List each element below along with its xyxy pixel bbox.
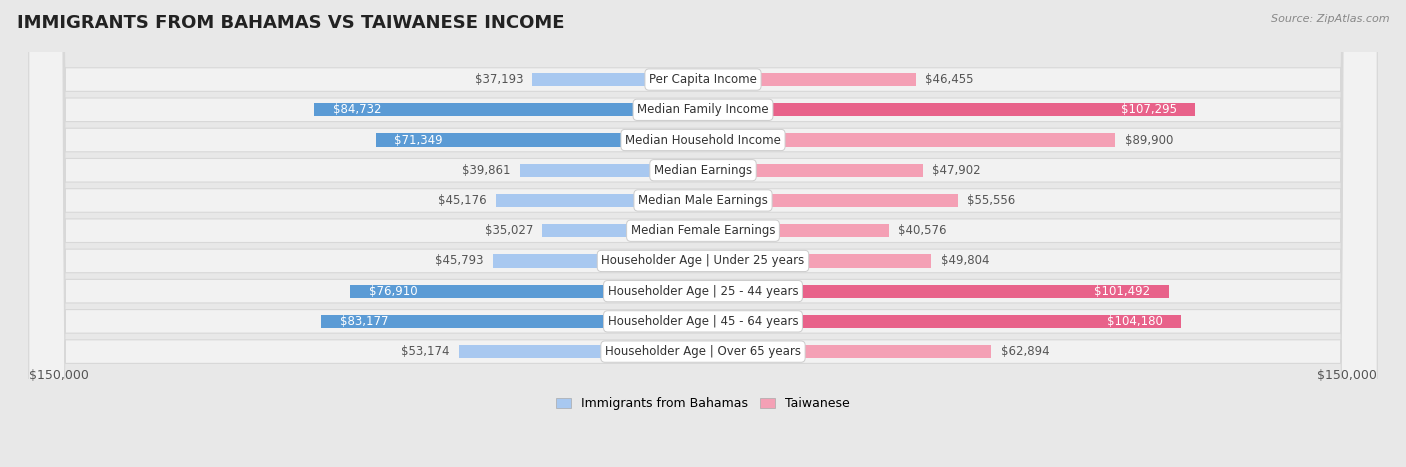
Text: Median Family Income: Median Family Income: [637, 103, 769, 116]
Text: Householder Age | 45 - 64 years: Householder Age | 45 - 64 years: [607, 315, 799, 328]
Text: $45,793: $45,793: [436, 255, 484, 268]
Text: Median Earnings: Median Earnings: [654, 164, 752, 177]
FancyBboxPatch shape: [350, 284, 703, 298]
Text: Householder Age | Over 65 years: Householder Age | Over 65 years: [605, 345, 801, 358]
Text: $39,861: $39,861: [463, 164, 510, 177]
FancyBboxPatch shape: [28, 0, 1378, 467]
FancyBboxPatch shape: [28, 0, 1378, 467]
FancyBboxPatch shape: [703, 224, 889, 237]
Text: $150,000: $150,000: [1317, 368, 1378, 382]
FancyBboxPatch shape: [28, 0, 1378, 467]
Text: Median Female Earnings: Median Female Earnings: [631, 224, 775, 237]
FancyBboxPatch shape: [28, 0, 1378, 467]
Text: $46,455: $46,455: [925, 73, 974, 86]
Text: $45,176: $45,176: [439, 194, 486, 207]
Text: $89,900: $89,900: [1125, 134, 1173, 147]
FancyBboxPatch shape: [703, 163, 922, 177]
FancyBboxPatch shape: [703, 284, 1168, 298]
Text: $150,000: $150,000: [28, 368, 89, 382]
FancyBboxPatch shape: [28, 0, 1378, 467]
Legend: Immigrants from Bahamas, Taiwanese: Immigrants from Bahamas, Taiwanese: [551, 392, 855, 415]
Text: $107,295: $107,295: [1121, 103, 1177, 116]
Text: $62,894: $62,894: [1001, 345, 1049, 358]
FancyBboxPatch shape: [28, 0, 1378, 467]
Text: Median Household Income: Median Household Income: [626, 134, 780, 147]
Text: $49,804: $49,804: [941, 255, 988, 268]
Text: Householder Age | Under 25 years: Householder Age | Under 25 years: [602, 255, 804, 268]
FancyBboxPatch shape: [460, 345, 703, 358]
Text: Median Male Earnings: Median Male Earnings: [638, 194, 768, 207]
FancyBboxPatch shape: [28, 0, 1378, 467]
Text: $37,193: $37,193: [475, 73, 523, 86]
Text: $104,180: $104,180: [1107, 315, 1163, 328]
Text: Source: ZipAtlas.com: Source: ZipAtlas.com: [1271, 14, 1389, 24]
Text: $53,174: $53,174: [402, 345, 450, 358]
FancyBboxPatch shape: [543, 224, 703, 237]
Text: $35,027: $35,027: [485, 224, 533, 237]
FancyBboxPatch shape: [703, 345, 991, 358]
Text: Per Capita Income: Per Capita Income: [650, 73, 756, 86]
FancyBboxPatch shape: [703, 315, 1181, 328]
FancyBboxPatch shape: [703, 73, 917, 86]
Text: $40,576: $40,576: [898, 224, 946, 237]
Text: $101,492: $101,492: [1094, 285, 1150, 297]
Text: Householder Age | 25 - 44 years: Householder Age | 25 - 44 years: [607, 285, 799, 297]
Text: $47,902: $47,902: [932, 164, 980, 177]
FancyBboxPatch shape: [375, 134, 703, 147]
FancyBboxPatch shape: [322, 315, 703, 328]
Text: $84,732: $84,732: [333, 103, 381, 116]
FancyBboxPatch shape: [703, 134, 1115, 147]
FancyBboxPatch shape: [520, 163, 703, 177]
Text: $76,910: $76,910: [368, 285, 418, 297]
Text: $71,349: $71,349: [394, 134, 443, 147]
Text: IMMIGRANTS FROM BAHAMAS VS TAIWANESE INCOME: IMMIGRANTS FROM BAHAMAS VS TAIWANESE INC…: [17, 14, 564, 32]
FancyBboxPatch shape: [496, 194, 703, 207]
FancyBboxPatch shape: [703, 103, 1195, 116]
FancyBboxPatch shape: [315, 103, 703, 116]
FancyBboxPatch shape: [28, 0, 1378, 467]
FancyBboxPatch shape: [703, 254, 931, 268]
FancyBboxPatch shape: [28, 0, 1378, 467]
Text: $55,556: $55,556: [967, 194, 1015, 207]
FancyBboxPatch shape: [703, 194, 957, 207]
FancyBboxPatch shape: [494, 254, 703, 268]
FancyBboxPatch shape: [533, 73, 703, 86]
FancyBboxPatch shape: [28, 0, 1378, 467]
Text: $83,177: $83,177: [340, 315, 388, 328]
